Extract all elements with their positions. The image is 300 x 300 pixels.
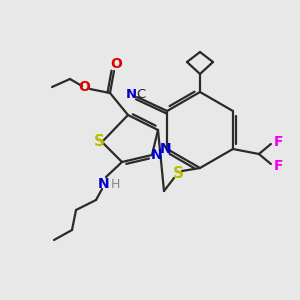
- Text: N: N: [151, 148, 163, 162]
- Text: N: N: [159, 142, 171, 156]
- Text: O: O: [110, 57, 122, 71]
- Text: O: O: [78, 80, 90, 94]
- Text: N: N: [98, 177, 110, 191]
- Text: S: S: [172, 166, 184, 181]
- Text: H: H: [110, 178, 120, 190]
- Text: F: F: [274, 135, 284, 149]
- Text: N: N: [125, 88, 137, 101]
- Text: S: S: [94, 134, 104, 149]
- Text: C: C: [136, 88, 146, 101]
- Text: F: F: [274, 159, 284, 173]
